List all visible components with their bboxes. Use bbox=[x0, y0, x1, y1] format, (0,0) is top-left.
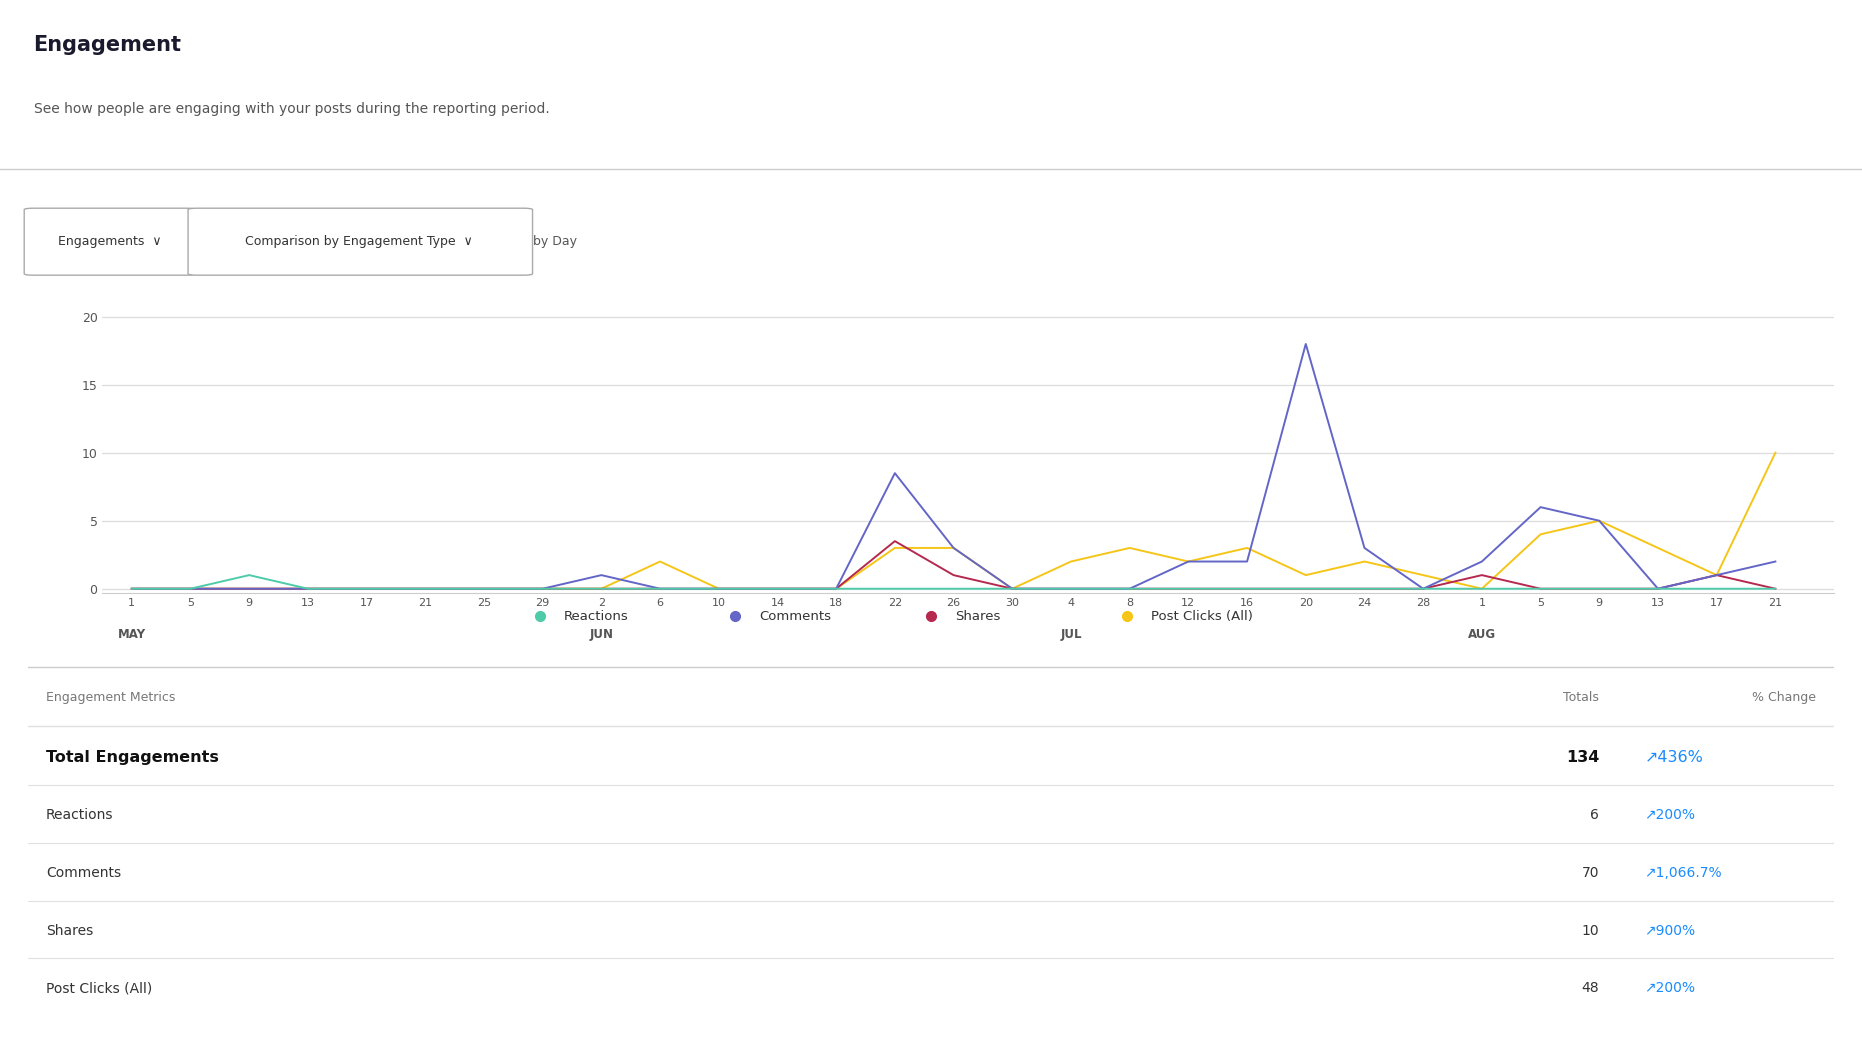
Text: Engagements  ∨: Engagements ∨ bbox=[58, 235, 162, 249]
Text: Engagement Metrics: Engagement Metrics bbox=[47, 691, 175, 704]
Text: See how people are engaging with your posts during the reporting period.: See how people are engaging with your po… bbox=[34, 102, 549, 115]
Text: MAY: MAY bbox=[117, 627, 145, 641]
Text: 10: 10 bbox=[1581, 924, 1599, 938]
FancyBboxPatch shape bbox=[24, 208, 196, 276]
Text: Reactions: Reactions bbox=[564, 609, 629, 623]
Text: ↗200%: ↗200% bbox=[1644, 981, 1696, 995]
Text: JUN: JUN bbox=[590, 627, 613, 641]
Text: ↗900%: ↗900% bbox=[1644, 924, 1696, 938]
Text: % Change: % Change bbox=[1752, 691, 1815, 704]
Text: ↗1,066.7%: ↗1,066.7% bbox=[1644, 866, 1722, 880]
Text: Total Engagements: Total Engagements bbox=[47, 750, 220, 765]
Text: Comments: Comments bbox=[47, 866, 121, 880]
Text: Reactions: Reactions bbox=[47, 808, 114, 823]
Text: AUG: AUG bbox=[1467, 627, 1495, 641]
Text: ↗200%: ↗200% bbox=[1644, 808, 1696, 823]
Text: Post Clicks (All): Post Clicks (All) bbox=[1151, 609, 1253, 623]
Text: JUL: JUL bbox=[1059, 627, 1082, 641]
Text: 70: 70 bbox=[1583, 866, 1599, 880]
Text: Engagement: Engagement bbox=[34, 35, 181, 55]
Text: 134: 134 bbox=[1566, 750, 1599, 765]
Text: Comments: Comments bbox=[760, 609, 832, 623]
Text: Post Clicks (All): Post Clicks (All) bbox=[47, 981, 153, 995]
Text: 48: 48 bbox=[1581, 981, 1599, 995]
Text: 6: 6 bbox=[1590, 808, 1599, 823]
FancyBboxPatch shape bbox=[188, 208, 533, 276]
Text: Shares: Shares bbox=[955, 609, 1000, 623]
Text: Shares: Shares bbox=[47, 924, 93, 938]
Text: ↗436%: ↗436% bbox=[1644, 750, 1704, 765]
Text: Totals: Totals bbox=[1564, 691, 1599, 704]
Text: Comparison by Engagement Type  ∨: Comparison by Engagement Type ∨ bbox=[246, 235, 473, 249]
Text: by Day: by Day bbox=[533, 235, 577, 249]
